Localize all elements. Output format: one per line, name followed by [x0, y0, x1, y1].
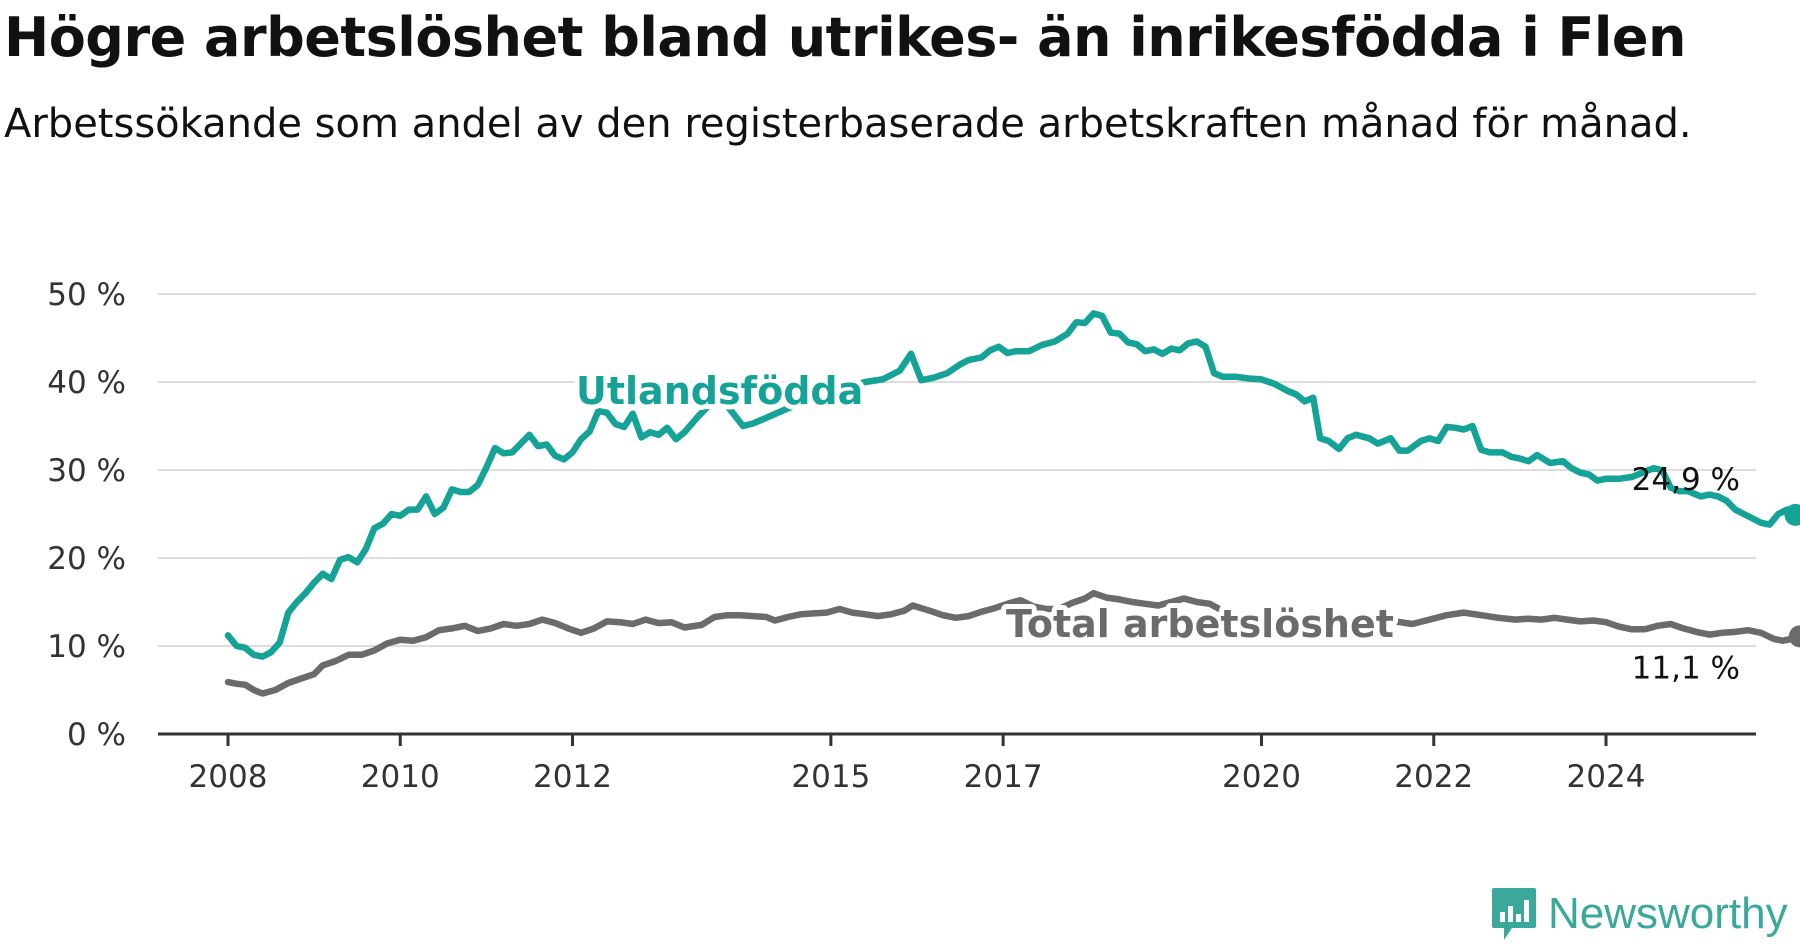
series-line-total [224, 589, 1800, 697]
x-tick-label: 2022 [1394, 759, 1473, 795]
x-tick-label: 2010 [361, 759, 440, 795]
x-tick-label: 2017 [964, 759, 1043, 795]
newsworthy-logo-icon [1492, 888, 1536, 940]
series-label-total: Total arbetslöshet [1006, 602, 1394, 646]
series-label-utlandsfodda: Utlandsfödda [576, 369, 863, 413]
chart-title: Högre arbetslöshet bland utrikes- än inr… [4, 6, 1687, 69]
x-tick-label: 2024 [1567, 759, 1646, 795]
chart-subtitle: Arbetssökande som andel av den registerb… [4, 101, 1692, 147]
y-tick-label: 0 % [67, 717, 126, 753]
y-tick-label: 50 % [47, 277, 126, 313]
y-tick-label: 10 % [47, 629, 126, 665]
x-tick-label: 2020 [1222, 759, 1301, 795]
series-end-marker [1784, 503, 1800, 526]
y-tick-label: 40 % [47, 365, 126, 401]
x-tick-label: 2015 [791, 759, 870, 795]
x-tick-label: 2008 [189, 759, 268, 795]
series-end-label: 24,9 % [1632, 462, 1740, 498]
y-tick-label: 20 % [47, 541, 126, 577]
series-end-label: 11,1 % [1632, 650, 1740, 686]
newsworthy-logo: Newsworthy [1490, 886, 1788, 942]
y-tick-label: 30 % [47, 453, 126, 489]
newsworthy-logo-text: Newsworthy [1548, 889, 1788, 938]
series-line-utlandsfodda [224, 310, 1799, 660]
x-tick-label: 2012 [533, 759, 612, 795]
series-end-marker [1788, 625, 1800, 648]
